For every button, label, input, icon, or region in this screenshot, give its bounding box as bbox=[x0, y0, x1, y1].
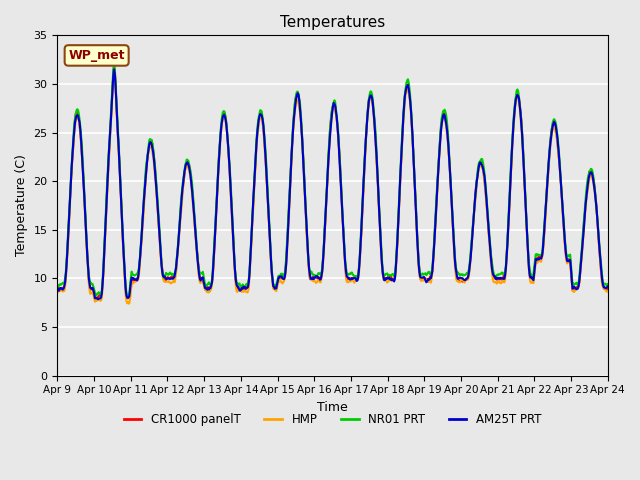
NR01 PRT bbox=[110, 61, 118, 67]
Line: NR01 PRT: NR01 PRT bbox=[58, 64, 608, 297]
X-axis label: Time: Time bbox=[317, 401, 348, 414]
NR01 PRT bbox=[121, 269, 129, 275]
CR1000 panelT bbox=[110, 63, 118, 69]
CR1000 panelT bbox=[63, 249, 71, 254]
HMP bbox=[54, 290, 61, 296]
HMP bbox=[121, 276, 129, 282]
HMP bbox=[604, 288, 612, 294]
CR1000 panelT bbox=[177, 199, 185, 204]
CR1000 panelT bbox=[401, 94, 409, 99]
Line: CR1000 panelT: CR1000 panelT bbox=[58, 66, 608, 298]
NR01 PRT bbox=[401, 92, 409, 97]
Legend: CR1000 panelT, HMP, NR01 PRT, AM25T PRT: CR1000 panelT, HMP, NR01 PRT, AM25T PRT bbox=[119, 408, 546, 431]
AM25T PRT bbox=[94, 296, 102, 302]
AM25T PRT bbox=[417, 275, 425, 280]
CR1000 panelT bbox=[124, 295, 132, 301]
Line: AM25T PRT: AM25T PRT bbox=[58, 70, 608, 299]
NR01 PRT bbox=[63, 245, 71, 251]
NR01 PRT bbox=[417, 272, 425, 278]
HMP bbox=[110, 69, 118, 74]
AM25T PRT bbox=[63, 249, 71, 254]
NR01 PRT bbox=[124, 294, 132, 300]
AM25T PRT bbox=[54, 286, 61, 291]
Line: HMP: HMP bbox=[58, 72, 608, 304]
NR01 PRT bbox=[177, 194, 185, 200]
HMP bbox=[417, 277, 425, 283]
AM25T PRT bbox=[177, 198, 185, 204]
Text: WP_met: WP_met bbox=[68, 49, 125, 62]
AM25T PRT bbox=[401, 93, 409, 99]
AM25T PRT bbox=[122, 284, 129, 290]
CR1000 panelT bbox=[207, 285, 214, 290]
HMP bbox=[63, 253, 71, 259]
CR1000 panelT bbox=[121, 275, 129, 280]
AM25T PRT bbox=[110, 67, 118, 72]
NR01 PRT bbox=[54, 282, 61, 288]
CR1000 panelT bbox=[417, 276, 425, 282]
HMP bbox=[207, 288, 214, 293]
NR01 PRT bbox=[604, 281, 612, 287]
AM25T PRT bbox=[207, 285, 214, 291]
Y-axis label: Temperature (C): Temperature (C) bbox=[15, 155, 28, 256]
AM25T PRT bbox=[604, 284, 612, 289]
CR1000 panelT bbox=[54, 282, 61, 288]
CR1000 panelT bbox=[604, 286, 612, 292]
Title: Temperatures: Temperatures bbox=[280, 15, 385, 30]
HMP bbox=[125, 301, 132, 307]
HMP bbox=[401, 100, 409, 106]
NR01 PRT bbox=[207, 282, 214, 288]
HMP bbox=[177, 206, 185, 212]
